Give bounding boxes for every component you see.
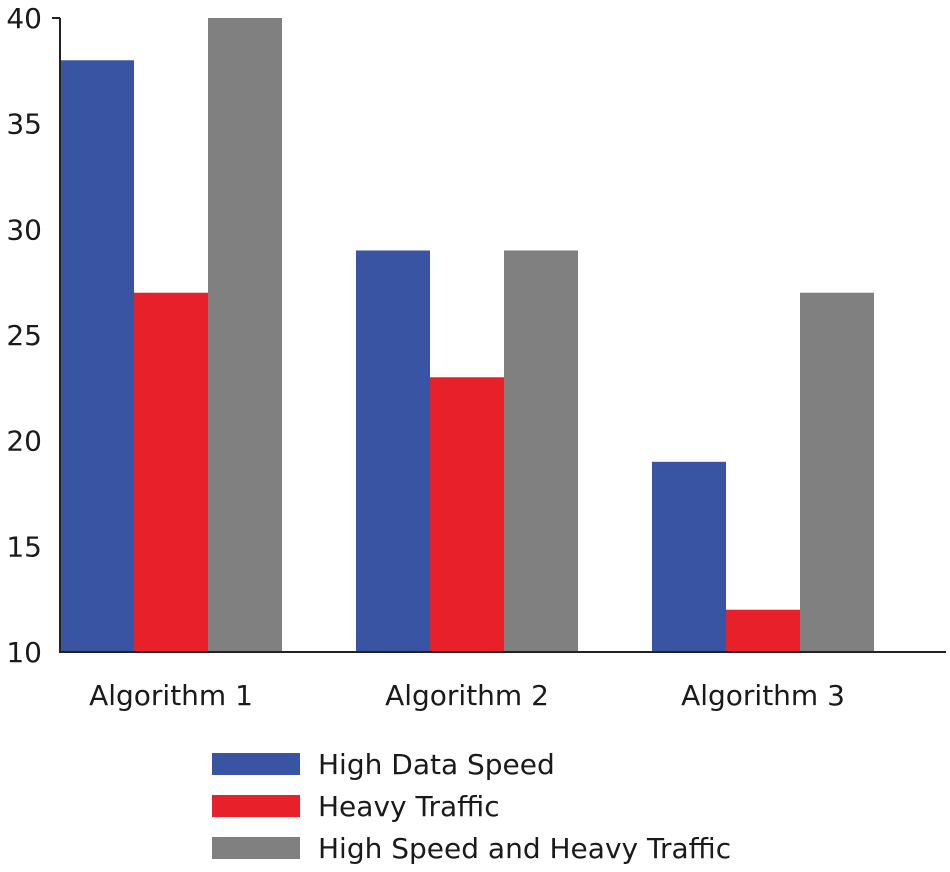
legend-swatch-3	[212, 837, 300, 859]
bar-1-3: High Data Speed — Algorithm 3: 19	[652, 461, 726, 652]
y-tick-label: 30	[6, 213, 42, 246]
bars: High Data Speed — Algorithm 1: 38Heavy T…	[60, 18, 874, 653]
y-axis-ticks: 10 15 20 25 30 35 40	[6, 2, 42, 669]
bar-1-2: High Data Speed — Algorithm 2: 29	[356, 250, 430, 652]
y-tick-label: 15	[6, 530, 42, 563]
y-tick-label: 25	[6, 319, 42, 352]
bar-2-1: Heavy Traffic — Algorithm 1: 27	[134, 292, 208, 652]
legend: High Data Speed Heavy Traffic High Speed a…	[212, 748, 731, 865]
y-tick-label: 40	[6, 2, 42, 35]
bar-2-3: Heavy Traffic — Algorithm 3: 12	[726, 609, 800, 652]
legend-label-3: High Speed and Heavy Traffic	[318, 832, 731, 865]
bar-3-3: High Speed and Heavy Traffic — Algorithm…	[800, 292, 874, 652]
y-tick-label: 35	[6, 108, 42, 141]
category-label: Algorithm 3	[681, 679, 845, 712]
legend-swatch-2	[212, 795, 300, 817]
y-tick-label: 20	[6, 425, 42, 458]
x-axis-category-labels: Algorithm 1 Algorithm 2 Algorithm 3	[89, 679, 845, 712]
bar-3-2: High Speed and Heavy Traffic — Algorithm…	[504, 250, 578, 652]
bar-2-2: Heavy Traffic — Algorithm 2: 23	[430, 377, 504, 652]
legend-label-1: High Data Speed	[318, 748, 555, 781]
category-label: Algorithm 2	[385, 679, 549, 712]
bar-1-1: High Data Speed — Algorithm 1: 38	[60, 60, 134, 653]
legend-label-2: Heavy Traffic	[318, 790, 500, 823]
bar-3-1: High Speed and Heavy Traffic — Algorithm…	[208, 18, 282, 652]
y-tick-label: 10	[6, 636, 42, 669]
category-label: Algorithm 1	[89, 679, 253, 712]
legend-swatch-1	[212, 753, 300, 775]
